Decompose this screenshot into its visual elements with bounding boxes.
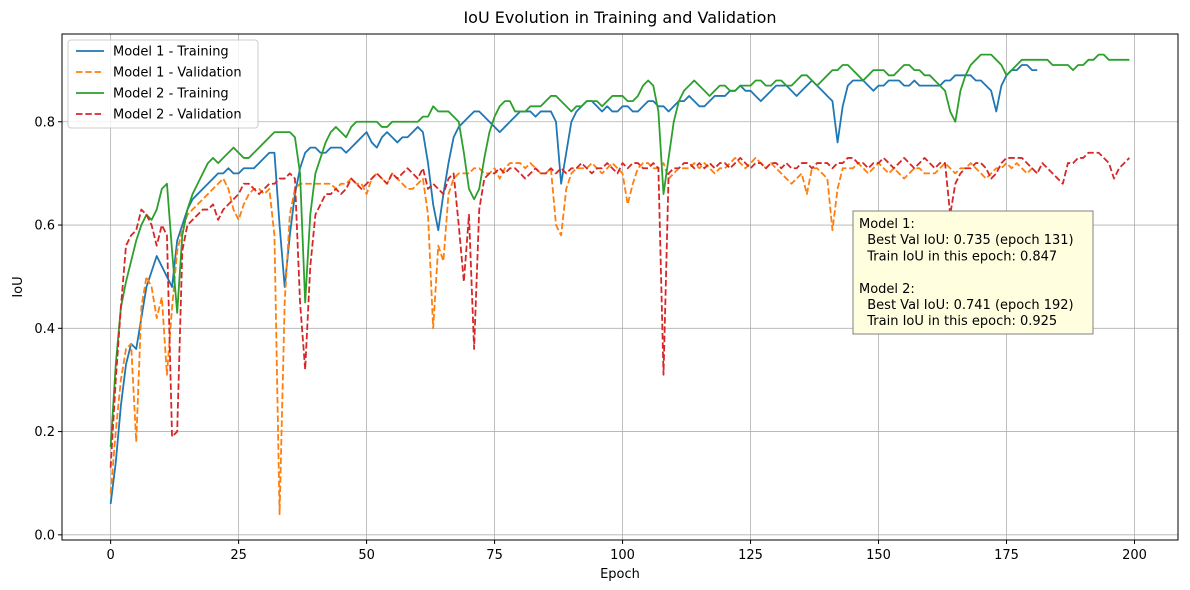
x-tick-label: 125	[738, 548, 763, 563]
series-layer	[109, 53, 1131, 516]
plot-frame	[61, 33, 1179, 541]
chart-title: IoU Evolution in Training and Validation	[463, 8, 776, 27]
x-axis: 0 25 50 75 100 125 150 175 200	[106, 540, 1147, 563]
y-axis: 0.0 0.2 0.4 0.6 0.8	[34, 115, 62, 543]
y-axis-title: IoU	[11, 276, 26, 297]
legend-entry: Model 1 - Training	[113, 45, 229, 60]
annotation-line: Best Val IoU: 0.741 (epoch 192)	[859, 298, 1074, 313]
y-tick-label: 0.8	[34, 115, 55, 130]
series-line-2	[109, 157, 1038, 516]
y-tick-label: 0.6	[34, 219, 55, 234]
annotation-line: Model 1:	[859, 217, 915, 232]
x-tick-label: 0	[106, 548, 114, 563]
annotation-box: Model 1: Best Val IoU: 0.735 (epoch 131)…	[852, 210, 1094, 335]
x-axis-title: Epoch	[600, 567, 640, 582]
annotation-line: Best Val IoU: 0.735 (epoch 131)	[859, 233, 1074, 248]
y-tick-label: 0.4	[34, 322, 55, 337]
series-line-1	[109, 64, 1038, 504]
x-tick-label: 175	[994, 548, 1019, 563]
annotation-line: Model 2:	[859, 282, 915, 297]
x-tick-label: 50	[358, 548, 375, 563]
legend-frame	[67, 39, 259, 129]
series-line-4	[109, 151, 1131, 468]
legend-entry: Model 1 - Validation	[113, 66, 242, 81]
legend-entry: Model 2 - Validation	[113, 108, 242, 123]
y-tick-label: 0.0	[34, 528, 55, 543]
series-line-3	[109, 53, 1130, 448]
annotation-line: Train IoU in this epoch: 0.925	[859, 314, 1057, 329]
x-tick-label: 150	[866, 548, 891, 563]
x-tick-label: 75	[486, 548, 503, 563]
x-tick-label: 25	[230, 548, 247, 563]
annotation-line: Train IoU in this epoch: 0.847	[859, 249, 1057, 264]
annotation-frame	[852, 210, 1094, 335]
x-tick-label: 200	[1122, 548, 1147, 563]
legend-entry: Model 2 - Training	[113, 87, 229, 102]
x-tick-label: 100	[610, 548, 635, 563]
legend: Model 1 - Training Model 1 - Validation Mo…	[67, 39, 259, 129]
grid	[62, 34, 1178, 540]
y-tick-label: 0.2	[34, 425, 55, 440]
